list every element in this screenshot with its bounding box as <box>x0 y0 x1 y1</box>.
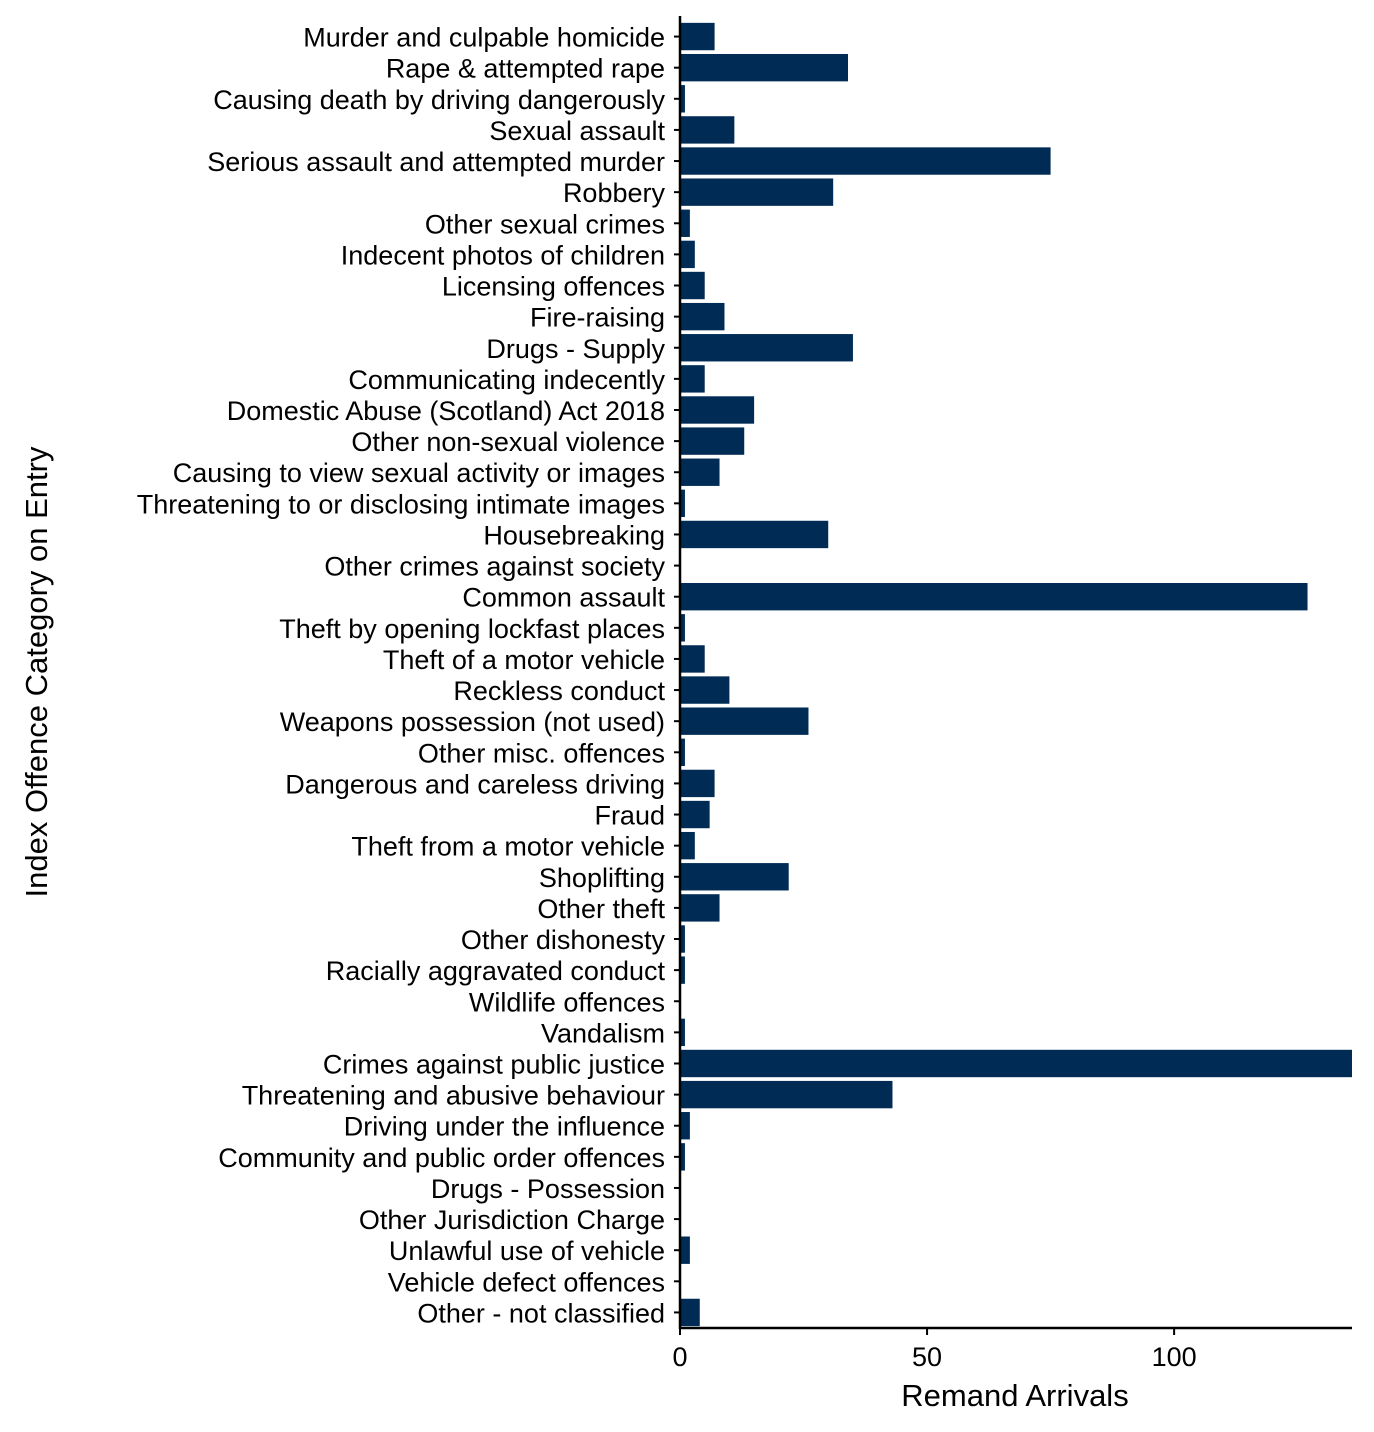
bar <box>680 769 715 798</box>
y-tick-label: Crimes against public justice <box>323 1049 665 1079</box>
x-axis-ticks: 0 50 100 <box>672 1328 1197 1372</box>
x-tick-label: 0 <box>672 1342 687 1372</box>
y-tick-label: Dangerous and careless driving <box>285 769 665 799</box>
y-tick-label: Other dishonesty <box>461 925 666 955</box>
bar <box>680 1143 685 1171</box>
x-tick-label: 100 <box>1152 1342 1197 1372</box>
bar <box>680 583 1308 611</box>
bar <box>680 302 725 331</box>
bar <box>680 427 745 455</box>
y-tick-label: Vandalism <box>541 1018 665 1048</box>
y-tick-label: Reckless conduct <box>453 676 665 706</box>
y-tick-label: Licensing offences <box>442 272 665 302</box>
y-axis-title: Index Offence Category on Entry <box>19 446 54 897</box>
bar <box>680 365 705 393</box>
y-tick-label: Fire-raising <box>530 303 665 333</box>
y-tick-label: Rape & attempted rape <box>386 54 665 84</box>
bar <box>680 209 690 237</box>
y-tick-label: Drugs - Possession <box>431 1174 665 1204</box>
bar <box>680 240 695 269</box>
y-tick-label: Communicating indecently <box>348 365 665 395</box>
y-tick-label: Shoplifting <box>539 863 665 893</box>
y-tick-label: Causing to view sexual activity or image… <box>173 458 665 488</box>
bar <box>680 116 735 144</box>
y-tick-label: Fraud <box>594 801 665 831</box>
x-axis-title: Remand Arrivals <box>901 1378 1128 1413</box>
bar <box>680 1018 685 1047</box>
y-tick-label: Other - not classified <box>417 1298 665 1328</box>
bar <box>680 831 695 860</box>
bar <box>680 520 829 549</box>
bar <box>680 85 685 113</box>
bar <box>680 147 1051 175</box>
bar <box>680 1080 893 1109</box>
y-tick-label: Driving under the influence <box>344 1112 665 1142</box>
y-tick-label: Drugs - Supply <box>486 334 665 364</box>
bar <box>680 863 789 891</box>
y-tick-label: Murder and culpable homicide <box>303 23 665 53</box>
bar <box>680 458 720 486</box>
x-tick-label: 50 <box>912 1342 942 1372</box>
bar <box>680 707 809 735</box>
y-tick-label: Wildlife offences <box>469 987 665 1017</box>
bar <box>680 676 730 704</box>
y-tick-label: Robbery <box>563 178 666 208</box>
bar <box>680 925 685 953</box>
bar <box>680 645 705 673</box>
bar <box>680 396 755 424</box>
bar <box>680 53 848 82</box>
bars <box>680 22 1352 1327</box>
y-tick-label: Other Jurisdiction Charge <box>359 1205 665 1235</box>
bar <box>680 271 705 300</box>
y-tick-label: Threatening and abusive behaviour <box>242 1081 665 1111</box>
bar <box>680 956 685 984</box>
y-tick-label: Other theft <box>537 894 665 924</box>
y-tick-label: Domestic Abuse (Scotland) Act 2018 <box>227 396 665 426</box>
y-tick-label: Theft by opening lockfast places <box>279 614 665 644</box>
y-tick-label: Common assault <box>462 583 665 613</box>
bar <box>680 489 685 518</box>
bar <box>680 1236 690 1264</box>
bar <box>680 1298 700 1327</box>
bar <box>680 334 853 362</box>
y-tick-label: Sexual assault <box>489 116 665 146</box>
bar <box>680 1049 1352 1078</box>
y-tick-label: Other sexual crimes <box>425 209 665 239</box>
y-tick-label: Vehicle defect offences <box>388 1267 665 1297</box>
y-tick-label: Theft from a motor vehicle <box>351 832 665 862</box>
y-tick-label: Other non-sexual violence <box>351 427 665 457</box>
bar <box>680 800 710 829</box>
bar <box>680 738 685 766</box>
y-tick-label: Other misc. offences <box>418 738 665 768</box>
y-tick-label: Serious assault and attempted murder <box>207 147 665 177</box>
y-tick-label: Indecent photos of children <box>341 240 665 270</box>
y-tick-label: Weapons possession (not used) <box>280 707 665 737</box>
bar <box>680 1112 690 1140</box>
y-tick-label: Racially aggravated conduct <box>326 956 666 986</box>
y-tick-label: Housebreaking <box>483 520 665 550</box>
y-tick-label: Community and public order offences <box>218 1143 665 1173</box>
bar <box>680 178 834 206</box>
y-tick-label: Unlawful use of vehicle <box>389 1236 665 1266</box>
y-tick-label: Other crimes against society <box>324 552 665 582</box>
bar <box>680 22 715 51</box>
bar <box>680 614 685 642</box>
y-tick-label: Theft of a motor vehicle <box>383 645 665 675</box>
y-tick-label: Threatening to or disclosing intimate im… <box>137 489 665 519</box>
y-tick-label: Causing death by driving dangerously <box>213 85 665 115</box>
bar <box>680 894 720 922</box>
